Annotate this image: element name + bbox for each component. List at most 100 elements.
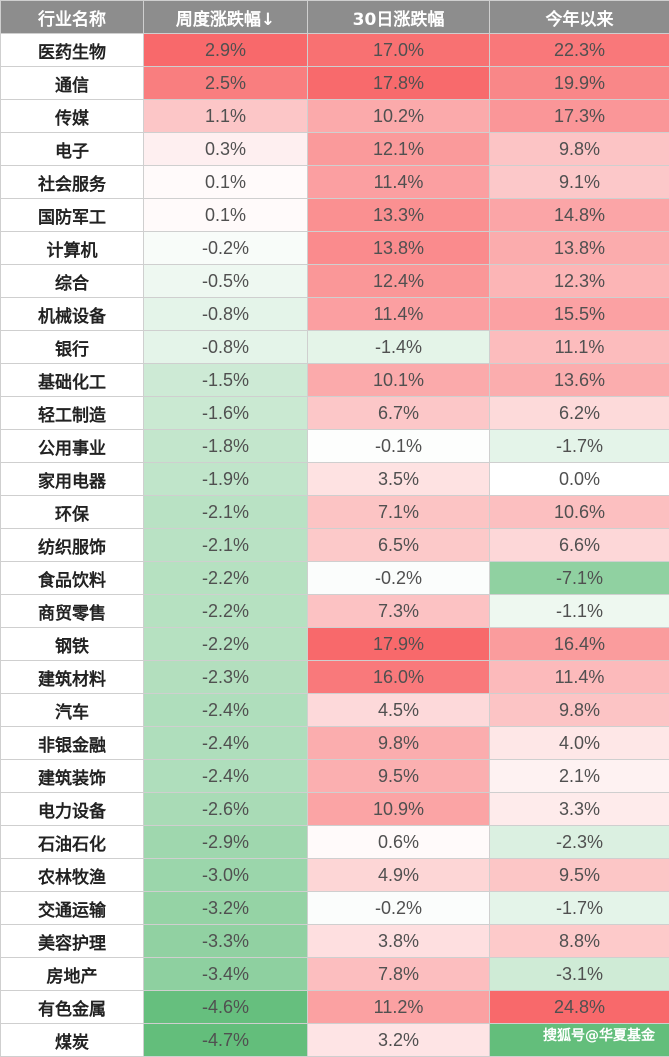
ytd-change-cell: 24.8% (489, 990, 669, 1024)
30d-change-cell: 3.5% (307, 462, 490, 496)
table-row: 美容护理 -3.3% 3.8% 8.8% (0, 924, 669, 958)
ytd-change-cell: 9.1% (489, 165, 669, 199)
table-row: 煤炭 -4.7% 3.2% (0, 1023, 669, 1057)
industry-name-cell: 电力设备 (0, 792, 144, 826)
weekly-change-cell: -2.2% (143, 561, 308, 595)
30d-change-cell: 11.4% (307, 165, 490, 199)
ytd-change-cell: -1.7% (489, 429, 669, 463)
header-industry-name[interactable]: 行业名称 (0, 0, 144, 34)
30d-change-cell: 4.5% (307, 693, 490, 727)
table-row: 纺织服饰 -2.1% 6.5% 6.6% (0, 528, 669, 562)
weekly-change-cell: -2.4% (143, 693, 308, 727)
ytd-change-cell: 22.3% (489, 33, 669, 67)
table-row: 食品饮料 -2.2% -0.2% -7.1% (0, 561, 669, 595)
ytd-change-cell: 0.0% (489, 462, 669, 496)
weekly-change-cell: -0.8% (143, 330, 308, 364)
30d-change-cell: 10.1% (307, 363, 490, 397)
industry-name-cell: 计算机 (0, 231, 144, 265)
table-row: 钢铁 -2.2% 17.9% 16.4% (0, 627, 669, 661)
30d-change-cell: 16.0% (307, 660, 490, 694)
ytd-change-cell: 19.9% (489, 66, 669, 100)
table-row: 银行 -0.8% -1.4% 11.1% (0, 330, 669, 364)
weekly-change-cell: 2.5% (143, 66, 308, 100)
industry-name-cell: 农林牧渔 (0, 858, 144, 892)
ytd-change-cell: 11.4% (489, 660, 669, 694)
industry-name-cell: 社会服务 (0, 165, 144, 199)
industry-name-cell: 国防军工 (0, 198, 144, 232)
30d-change-cell: 13.3% (307, 198, 490, 232)
weekly-change-cell: -2.6% (143, 792, 308, 826)
table-row: 房地产 -3.4% 7.8% -3.1% (0, 957, 669, 991)
industry-name-cell: 综合 (0, 264, 144, 298)
industry-name-cell: 食品饮料 (0, 561, 144, 595)
table-body: 医药生物 2.9% 17.0% 22.3% 通信 2.5% 17.8% 19.9% 传媒 1.1%… (0, 33, 669, 1057)
industry-name-cell: 电子 (0, 132, 144, 166)
table-header: 行业名称 周度涨跌幅↓ 30日涨跌幅 今年以来 (0, 0, 669, 34)
industry-name-cell: 商贸零售 (0, 594, 144, 628)
industry-name-cell: 环保 (0, 495, 144, 529)
weekly-change-cell: -2.2% (143, 627, 308, 661)
table-row: 国防军工 0.1% 13.3% 14.8% (0, 198, 669, 232)
industry-name-cell: 交通运输 (0, 891, 144, 925)
weekly-change-cell: -1.6% (143, 396, 308, 430)
weekly-change-cell: -0.5% (143, 264, 308, 298)
weekly-change-cell: -1.8% (143, 429, 308, 463)
industry-name-cell: 房地产 (0, 957, 144, 991)
ytd-change-cell: 6.6% (489, 528, 669, 562)
header-30d-change[interactable]: 30日涨跌幅 (307, 0, 490, 34)
industry-name-cell: 美容护理 (0, 924, 144, 958)
ytd-change-cell: -2.3% (489, 825, 669, 859)
30d-change-cell: 17.8% (307, 66, 490, 100)
ytd-change-cell: 6.2% (489, 396, 669, 430)
table-row: 建筑材料 -2.3% 16.0% 11.4% (0, 660, 669, 694)
table-row: 传媒 1.1% 10.2% 17.3% (0, 99, 669, 133)
ytd-change-cell: -7.1% (489, 561, 669, 595)
30d-change-cell: 7.8% (307, 957, 490, 991)
header-ytd-change[interactable]: 今年以来 (489, 0, 669, 34)
table-row: 非银金融 -2.4% 9.8% 4.0% (0, 726, 669, 760)
30d-change-cell: 11.4% (307, 297, 490, 331)
30d-change-cell: 6.5% (307, 528, 490, 562)
weekly-change-cell: -1.9% (143, 462, 308, 496)
ytd-change-cell: 9.5% (489, 858, 669, 892)
table-row: 有色金属 -4.6% 11.2% 24.8% (0, 990, 669, 1024)
ytd-change-cell: 12.3% (489, 264, 669, 298)
30d-change-cell: 7.3% (307, 594, 490, 628)
industry-name-cell: 传媒 (0, 99, 144, 133)
industry-name-cell: 纺织服饰 (0, 528, 144, 562)
table-row: 交通运输 -3.2% -0.2% -1.7% (0, 891, 669, 925)
30d-change-cell: 9.5% (307, 759, 490, 793)
ytd-change-cell: 17.3% (489, 99, 669, 133)
30d-change-cell: 13.8% (307, 231, 490, 265)
weekly-change-cell: -2.4% (143, 759, 308, 793)
table-row: 石油石化 -2.9% 0.6% -2.3% (0, 825, 669, 859)
header-weekly-change[interactable]: 周度涨跌幅↓ (143, 0, 308, 34)
weekly-change-cell: -2.4% (143, 726, 308, 760)
industry-name-cell: 有色金属 (0, 990, 144, 1024)
table-row: 公用事业 -1.8% -0.1% -1.7% (0, 429, 669, 463)
30d-change-cell: 0.6% (307, 825, 490, 859)
industry-name-cell: 公用事业 (0, 429, 144, 463)
ytd-change-cell: -1.7% (489, 891, 669, 925)
table-row: 电力设备 -2.6% 10.9% 3.3% (0, 792, 669, 826)
table-row: 建筑装饰 -2.4% 9.5% 2.1% (0, 759, 669, 793)
ytd-change-cell: 4.0% (489, 726, 669, 760)
weekly-change-cell: 1.1% (143, 99, 308, 133)
industry-name-cell: 银行 (0, 330, 144, 364)
ytd-change-cell: 8.8% (489, 924, 669, 958)
ytd-change-cell: 2.1% (489, 759, 669, 793)
weekly-change-cell: -2.3% (143, 660, 308, 694)
ytd-change-cell: 3.3% (489, 792, 669, 826)
weekly-change-cell: -3.0% (143, 858, 308, 892)
weekly-change-cell: -3.3% (143, 924, 308, 958)
table-row: 电子 0.3% 12.1% 9.8% (0, 132, 669, 166)
table-row: 综合 -0.5% 12.4% 12.3% (0, 264, 669, 298)
30d-change-cell: 9.8% (307, 726, 490, 760)
weekly-change-cell: -0.8% (143, 297, 308, 331)
industry-name-cell: 煤炭 (0, 1023, 144, 1057)
30d-change-cell: 12.1% (307, 132, 490, 166)
30d-change-cell: 17.0% (307, 33, 490, 67)
ytd-change-cell: 11.1% (489, 330, 669, 364)
30d-change-cell: 10.2% (307, 99, 490, 133)
